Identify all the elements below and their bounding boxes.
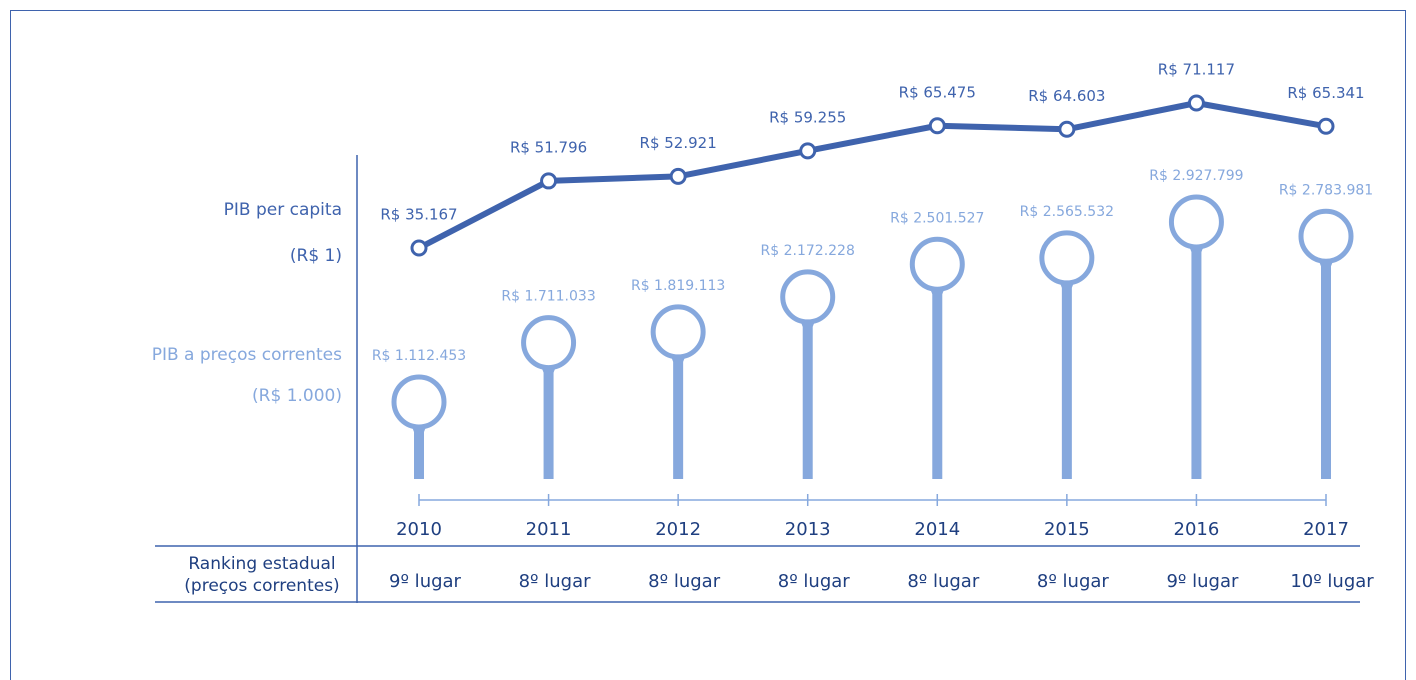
ranking-cell: 9º lugar [1166,571,1239,592]
stem [1304,248,1348,479]
row-label: Ranking estadual [188,554,335,574]
point [540,172,558,190]
lollipop-head [780,269,836,325]
stem [397,414,441,479]
x-tick-label: 2010 [396,519,442,540]
data-label: R$ 52.921 [640,134,717,152]
series-label: PIB per capita [224,200,342,220]
stem [1174,234,1219,479]
data-label: R$ 2.565.532 [1020,204,1114,220]
x-tick-label: 2017 [1303,519,1349,540]
point [799,142,817,160]
frame [10,10,1406,680]
ranking-cell: 10º lugar [1290,571,1374,592]
point [1317,117,1335,135]
data-label: R$ 1.112.453 [372,348,466,364]
data-label: R$ 71.117 [1158,61,1235,79]
point [1187,94,1205,112]
x-tick-label: 2012 [655,519,701,540]
stem [656,343,701,479]
ranking-cell: 8º lugar [519,571,592,592]
data-label: R$ 51.796 [510,138,587,156]
point [410,239,428,257]
data-label: R$ 64.603 [1028,87,1105,105]
series-unit: (R$ 1.000) [252,386,342,406]
stem [915,276,960,479]
data-label: R$ 2.501.527 [890,210,984,226]
point [1058,120,1076,138]
series-unit: (R$ 1) [290,246,342,266]
data-label: R$ 65.475 [899,83,976,101]
lollipop-head [1039,230,1095,286]
data-label: R$ 1.711.033 [501,289,595,305]
lollipop-head [1298,208,1354,264]
data-label: R$ 2.783.981 [1279,182,1373,198]
stem [785,308,830,479]
row-label: (preços correntes) [184,576,339,596]
ranking-cell: 8º lugar [907,571,980,592]
data-label: R$ 2.172.228 [761,243,855,259]
point [928,117,946,135]
ranking-cell: 8º lugar [648,571,721,592]
x-tick-label: 2011 [526,519,572,540]
ranking-cell: 8º lugar [1037,571,1110,592]
data-label: R$ 59.255 [769,108,846,126]
x-tick-label: 2016 [1174,519,1220,540]
line [417,100,1327,251]
data-label: R$ 1.819.113 [631,278,725,294]
lollipop-head [391,374,447,430]
lollipop-head [521,315,577,371]
ranking-cell: 8º lugar [778,571,851,592]
stem [1044,269,1089,479]
lollipop-head [909,236,965,292]
data-label: R$ 35.167 [380,206,457,224]
x-tick-label: 2015 [1044,519,1090,540]
series-label: PIB a preços correntes [152,345,342,365]
x-tick-label: 2013 [785,519,831,540]
lollipop-head [1168,194,1224,250]
point [669,167,687,185]
ranking-cell: 9º lugar [389,571,462,592]
data-label: R$ 2.927.799 [1149,168,1243,184]
stem [526,354,571,479]
data-label: R$ 65.341 [1287,84,1364,102]
lollipop-head [650,304,706,360]
x-tick-label: 2014 [914,519,960,540]
